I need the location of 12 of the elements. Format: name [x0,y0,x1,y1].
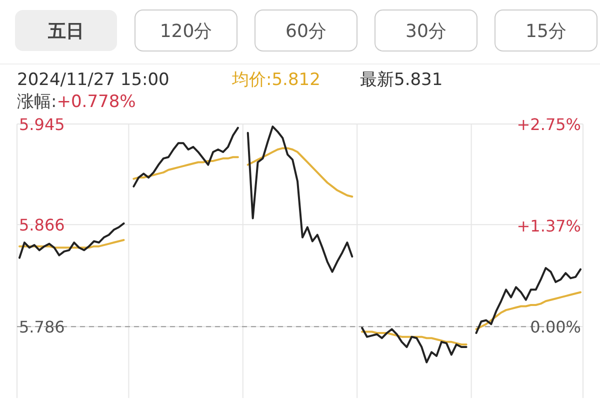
y-tick-label: 5.866 [19,216,65,235]
text: +0.778% [56,92,136,112]
y-tick-label: 5.945 [19,115,65,134]
chart-title: 2024/11/27 15:00 [17,70,170,90]
y2-tick-label: 0.00% [530,318,581,337]
text: 均价:5.812 [231,70,320,90]
y-tick-label: 5.786 [19,318,65,337]
y2-tick-label: +1.37% [516,216,581,236]
text: 最新5.831 [360,70,443,90]
text: 涨幅: [17,92,57,112]
tabs: 五日 120分 60分 30分 15分 [15,10,598,52]
y2-tick-label: +2.75% [516,115,581,134]
